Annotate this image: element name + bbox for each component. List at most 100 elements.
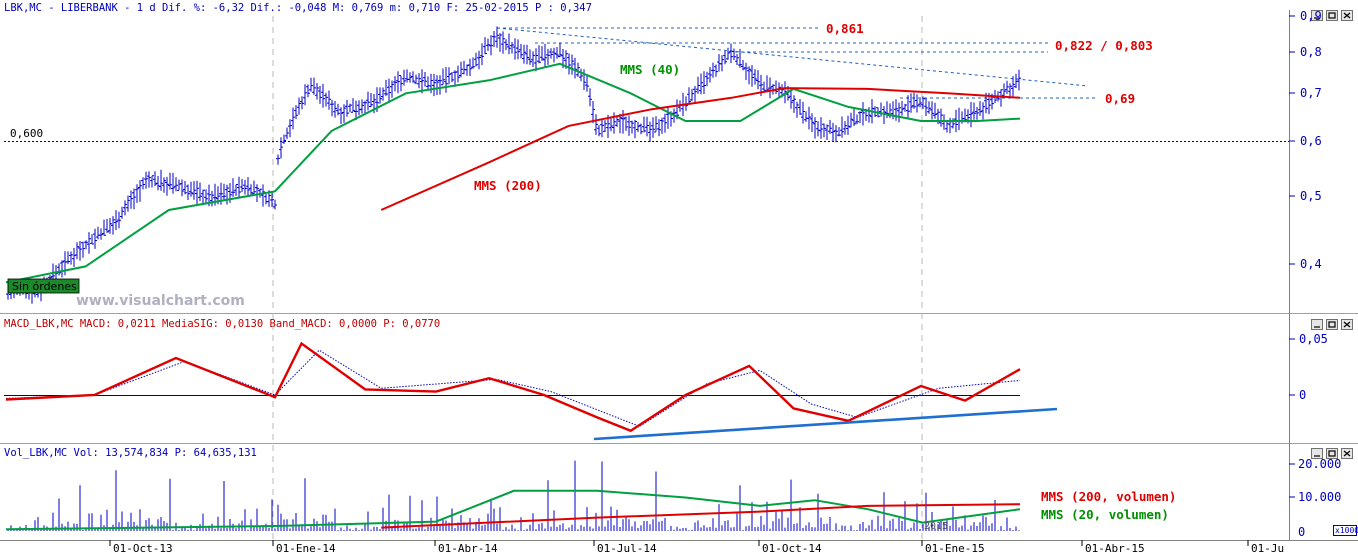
price-bar xyxy=(354,100,358,121)
price-bar xyxy=(204,189,208,203)
price-bar xyxy=(819,117,823,139)
price-bar xyxy=(102,219,106,236)
price-bar xyxy=(444,67,448,93)
price-bar xyxy=(930,101,934,120)
price-bar xyxy=(834,125,838,143)
price-bar xyxy=(513,38,517,60)
price-bar xyxy=(57,263,61,276)
price-bar xyxy=(306,84,310,98)
price-bar xyxy=(183,181,187,195)
price-bar xyxy=(738,48,742,68)
price-bar xyxy=(618,113,622,134)
price-bar xyxy=(378,87,382,104)
price-bar xyxy=(315,83,319,100)
price-bar xyxy=(114,210,118,231)
price-bar xyxy=(753,69,757,85)
volume-panel-buttons xyxy=(1311,448,1353,459)
price-bar xyxy=(978,101,982,116)
price-bar xyxy=(510,42,514,54)
minimize-button[interactable] xyxy=(1311,10,1323,21)
volume-tick: 0 xyxy=(1298,525,1305,539)
minimize-button[interactable] xyxy=(1311,448,1323,459)
volume-tick: 10.000 xyxy=(1298,490,1341,504)
price-bar xyxy=(186,184,190,200)
price-bar xyxy=(615,116,619,127)
price-bar xyxy=(78,241,82,261)
price-bar xyxy=(702,71,706,94)
price-bar xyxy=(528,49,532,65)
volume-tick: 20.000 xyxy=(1298,457,1341,471)
price-bar xyxy=(348,103,352,113)
volume-bars xyxy=(7,460,1020,531)
volume-mms200-line xyxy=(381,503,1021,529)
price-bar xyxy=(969,101,973,128)
price-bar xyxy=(567,53,571,75)
x-tick: 01-Jul-14 xyxy=(597,542,657,555)
minimize-button[interactable] xyxy=(1311,319,1323,330)
no-orders-badge[interactable]: Sin órdenes xyxy=(7,278,80,294)
price-bar xyxy=(816,121,820,137)
price-bar xyxy=(768,77,772,99)
price-bar xyxy=(579,68,583,82)
volume-y-axis: 20.000 10.000 0 x1000 xyxy=(1289,457,1358,539)
price-bar xyxy=(492,31,496,47)
price-bar xyxy=(939,108,943,127)
price-bar xyxy=(708,67,712,83)
price-bar xyxy=(90,234,94,245)
price-bar xyxy=(288,119,292,138)
price-bar xyxy=(237,176,241,198)
price-bar xyxy=(951,118,955,129)
price-bar xyxy=(687,87,691,105)
annotation-support: 0,600 xyxy=(10,127,43,140)
price-bar xyxy=(648,121,652,142)
price-bar xyxy=(789,89,793,109)
price-bar xyxy=(210,190,214,207)
macd-line xyxy=(5,341,1021,433)
x-tick: 01-Oct-13 xyxy=(113,542,173,555)
price-bar xyxy=(924,97,928,116)
price-bar xyxy=(714,64,718,77)
price-bar xyxy=(657,119,661,137)
mms40-label: MMS (40) xyxy=(620,62,680,77)
price-bar xyxy=(411,71,415,83)
price-bar xyxy=(471,57,475,69)
price-bar xyxy=(903,103,907,112)
price-bar xyxy=(750,65,754,87)
price-bar xyxy=(363,100,367,114)
price-bar xyxy=(981,102,985,120)
price-bar xyxy=(195,180,199,206)
annotation-mid: 0,69 xyxy=(1105,91,1135,106)
price-bar xyxy=(651,117,655,138)
close-button[interactable] xyxy=(1341,10,1353,21)
volume-mms200-legend: MMS (200, volumen) xyxy=(1041,489,1176,504)
price-bar xyxy=(381,87,385,101)
price-bars xyxy=(6,26,1021,304)
price-bar xyxy=(366,91,370,111)
price-bar xyxy=(117,211,121,229)
price-bar xyxy=(432,73,436,97)
x-axis: 01-Oct-13 01-Ene-14 01-Abr-14 01-Jul-14 … xyxy=(109,540,1284,555)
price-bar xyxy=(495,26,499,48)
price-bar xyxy=(198,182,202,202)
price-bar xyxy=(132,188,136,210)
close-button[interactable] xyxy=(1341,448,1353,459)
price-bar xyxy=(141,177,145,190)
price-bar xyxy=(810,113,814,132)
volume-multiplier: x1000 xyxy=(1335,526,1358,535)
price-bar xyxy=(240,178,244,193)
maximize-button[interactable] xyxy=(1326,10,1338,21)
price-bar xyxy=(507,33,511,55)
macd-tick: 0,05 xyxy=(1299,332,1328,346)
price-bar xyxy=(849,112,853,128)
close-button[interactable] xyxy=(1341,319,1353,330)
price-bar xyxy=(693,86,697,104)
price-bar xyxy=(489,35,493,56)
maximize-button[interactable] xyxy=(1326,319,1338,330)
price-bar xyxy=(711,62,715,78)
maximize-button[interactable] xyxy=(1326,448,1338,459)
price-bar xyxy=(639,123,643,135)
price-bar xyxy=(552,47,556,63)
price-bar xyxy=(756,70,760,90)
price-bar xyxy=(393,76,397,92)
